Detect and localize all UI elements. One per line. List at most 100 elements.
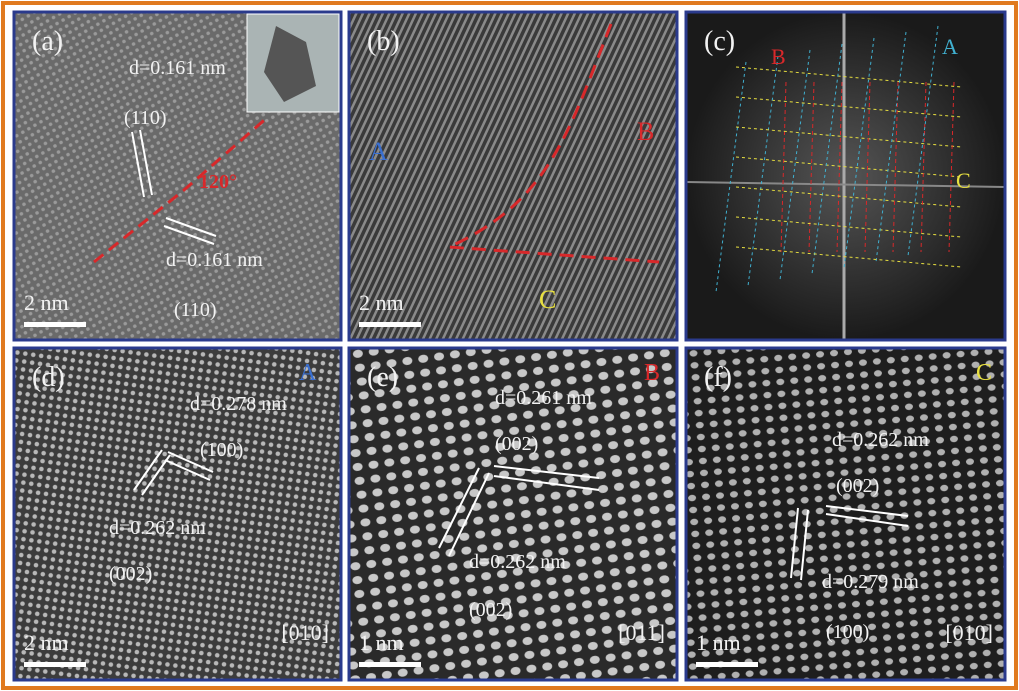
annotation: A [369,137,388,166]
lattice-marker [131,131,145,198]
image [349,348,677,680]
annotation: (110) [124,107,167,129]
panel: (f) Cd=0.262 nm (002) d=0.279 nm (100) 1 nm [0… [684,346,1007,682]
grid-cyan [747,55,779,287]
scale-bar-label: 1 nm [359,630,404,655]
panel-border [12,346,343,682]
lattice-marker [163,225,215,245]
annotation: C [976,360,992,386]
annotation: (100) [200,439,243,461]
annotation: B [644,360,660,386]
panel: (b) A B C 2 nm [347,10,679,342]
panel-border [347,346,679,682]
annotation: (110) [174,299,217,321]
panel-label: (f) [704,362,732,393]
annotation: d=0.279 nm [822,571,919,593]
grid-yellow [735,186,962,208]
lattice-marker [438,467,480,549]
annotation: d=0.262 nm [469,551,566,573]
scale-bar-label: 2 nm [24,290,69,315]
lattice-marker [167,451,214,473]
annotation: d=0.261 nm [495,387,592,409]
grid-cyan [843,37,875,269]
dashed-boundary [93,114,270,264]
lattice-marker [800,509,809,581]
annotation: C [539,285,556,314]
lattice-marker [493,465,600,479]
grid-yellow [735,96,962,118]
image [14,348,341,680]
scale-bar [24,662,86,667]
grid-yellow [735,66,962,88]
lattice-marker [141,454,171,496]
panel-border [684,10,1007,342]
annotation: d=0.262 nm [109,517,206,539]
lattice-marker [825,513,909,527]
scale-bar-label: 2 nm [24,630,69,655]
annotation: d=0.262 nm [832,429,929,451]
panel: (a) d=0.161 nm (110) 120° d=0.161 nm (110) 2 n… [12,10,343,342]
panel-label: (c) [704,26,735,57]
lattice-marker [493,475,600,491]
annotation: d=0.278 nm [190,393,287,415]
panel: (e) Bd=0.261 nm (002) d=0.262 nm (002) 1 nm [0… [347,346,679,682]
grid-red [920,81,927,253]
zone-axis: [010] [281,620,329,645]
annotation: d=0.161 nm [166,249,263,271]
grid-red [780,81,787,253]
lattice-marker [790,507,799,579]
annotation: 120° [199,171,237,193]
streak [685,181,1006,188]
scale-bar [359,322,421,327]
annotation: (002) [495,433,538,455]
lattice-marker [448,472,490,557]
grid-yellow [735,216,962,238]
grid-cyan [811,43,843,275]
annotation: (002) [469,599,512,621]
annotation: B [637,117,654,146]
image [349,12,677,340]
grid-red [864,81,871,253]
scale-bar [359,662,421,667]
panel-label: (b) [367,26,400,57]
grid-red [892,81,899,253]
scale-bar-label: 2 nm [359,290,404,315]
lattice-marker [139,129,153,196]
annotation: d=0.161 nm [129,57,226,79]
scale-bar [696,662,758,667]
annotation: B [771,44,786,69]
grid-cyan [907,25,939,257]
grid-cyan [875,31,907,263]
grid-red [948,81,955,253]
lattice-marker [164,459,211,481]
panel-label: (e) [367,362,398,393]
annotation: (002) [109,563,152,585]
panel: (c) B A C [684,10,1007,342]
panel-label: (a) [32,26,63,57]
lattice-marker [825,505,909,517]
panel-border [12,10,343,342]
inset-particle [264,26,316,102]
scale-bar-label: 1 nm [696,630,741,655]
annotation: A [942,34,958,59]
annotation: C [956,168,971,193]
image [686,348,1005,680]
lattice-marker [165,217,217,237]
grid-red [836,81,843,253]
grid-yellow [735,126,962,148]
annotation: (100) [826,621,869,643]
grid-cyan [779,49,811,281]
zone-axis: [010] [945,620,993,645]
lattice-marker [133,449,163,491]
annotation: (002) [836,475,879,497]
scale-bar [24,322,86,327]
dashed-boundary [448,23,660,264]
panel-border [684,346,1007,682]
grid-yellow [735,246,962,268]
panel-border [347,10,679,342]
zone-axis: [011] [618,620,665,645]
panel-label: (d) [32,362,65,393]
panel: (d) Ad=0.278 nm (100) d=0.262 nm (002) 2 nm [0… [12,346,343,682]
annotation: A [299,360,317,386]
